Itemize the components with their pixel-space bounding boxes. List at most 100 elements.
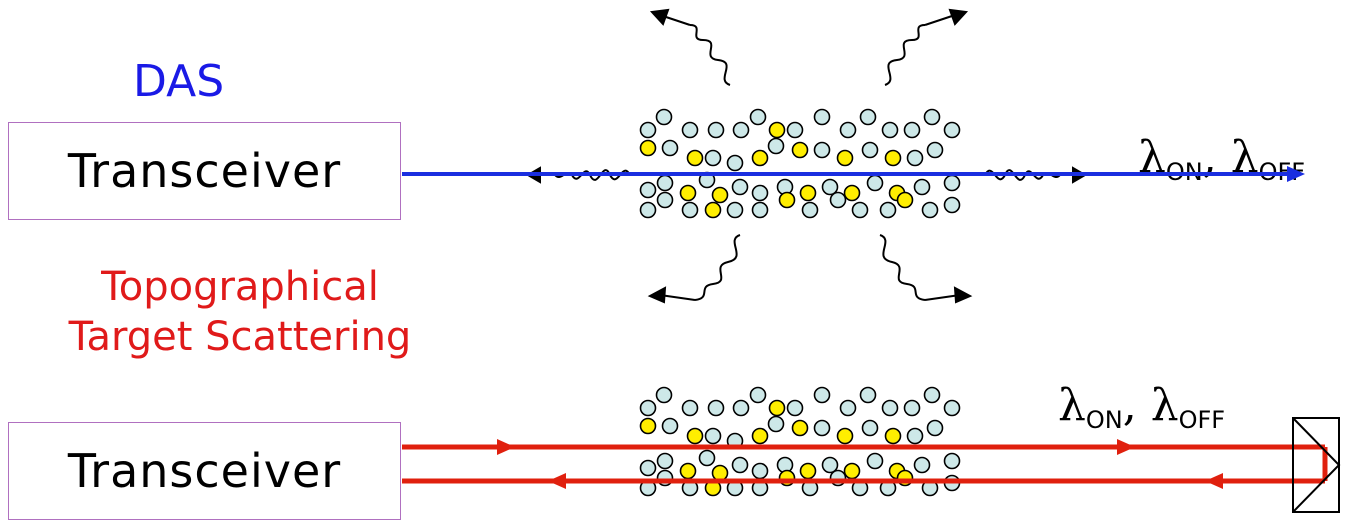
particle-yellow bbox=[751, 149, 769, 167]
topo-transceiver-box: Transceiver bbox=[8, 422, 401, 520]
particle-blue bbox=[655, 386, 673, 404]
particle-blue bbox=[943, 174, 961, 192]
topo-return-arrow-1 bbox=[548, 473, 566, 489]
particle-blue bbox=[801, 201, 819, 219]
particle-blue bbox=[731, 178, 749, 196]
particle-blue bbox=[681, 201, 699, 219]
particle-yellow bbox=[711, 464, 729, 482]
particle-blue bbox=[851, 201, 869, 219]
particle-yellow bbox=[778, 191, 796, 209]
scatter-wave-lower-right bbox=[879, 234, 973, 304]
particle-blue bbox=[926, 141, 944, 159]
particle-blue bbox=[813, 141, 831, 159]
particle-blue bbox=[639, 399, 657, 417]
particle-blue bbox=[906, 149, 924, 167]
das-transceiver-label: Transceiver bbox=[67, 144, 342, 198]
particle-blue bbox=[881, 399, 899, 417]
topo-outgoing-arrow-1 bbox=[497, 439, 515, 455]
particle-blue bbox=[732, 121, 750, 139]
particle-blue bbox=[821, 178, 839, 196]
particle-yellow bbox=[836, 427, 854, 445]
particle-blue bbox=[813, 419, 831, 437]
particle-yellow bbox=[639, 417, 657, 435]
particle-yellow bbox=[679, 184, 697, 202]
reflector-target bbox=[1292, 417, 1341, 513]
particle-blue bbox=[639, 181, 657, 199]
topographical-label: Topographical Target Scattering bbox=[0, 262, 480, 362]
particle-blue bbox=[926, 419, 944, 437]
particle-yellow bbox=[704, 201, 722, 219]
particle-yellow bbox=[843, 462, 861, 480]
particle-blue bbox=[829, 191, 847, 209]
particle-yellow bbox=[679, 462, 697, 480]
particle-yellow bbox=[884, 149, 902, 167]
particle-blue bbox=[704, 427, 722, 445]
das-particle-cloud bbox=[639, 108, 961, 219]
particle-blue bbox=[923, 386, 941, 404]
scatter-wave-upper-left bbox=[649, 8, 731, 86]
scatter-wave-lower-left bbox=[647, 234, 741, 304]
particle-blue bbox=[707, 399, 725, 417]
particle-blue bbox=[726, 201, 744, 219]
particle-yellow bbox=[799, 184, 817, 202]
particle-blue bbox=[943, 399, 961, 417]
particle-blue bbox=[661, 139, 679, 157]
particle-blue bbox=[767, 415, 785, 433]
topographical-line2: Target Scattering bbox=[68, 314, 412, 360]
scatter-wave-upper-right bbox=[884, 8, 969, 86]
particle-blue bbox=[943, 196, 961, 214]
particle-blue bbox=[913, 178, 931, 196]
das-transceiver-box: Transceiver bbox=[8, 122, 401, 220]
particle-blue bbox=[866, 452, 884, 470]
topo-wavelength-label: λON, λOFF bbox=[1058, 380, 1226, 434]
particle-blue bbox=[786, 399, 804, 417]
particle-yellow bbox=[836, 149, 854, 167]
particle-blue bbox=[704, 149, 722, 167]
das-label: DAS bbox=[133, 56, 225, 107]
particle-yellow bbox=[639, 139, 657, 157]
particle-blue bbox=[726, 154, 744, 172]
particle-blue bbox=[749, 386, 767, 404]
particle-blue bbox=[707, 121, 725, 139]
particle-blue bbox=[821, 456, 839, 474]
das-beam-arrowhead bbox=[1287, 166, 1305, 182]
particle-blue bbox=[861, 141, 879, 159]
particle-yellow bbox=[791, 419, 809, 437]
particle-blue bbox=[786, 121, 804, 139]
particle-yellow bbox=[686, 427, 704, 445]
topo-return-arrow-2 bbox=[1205, 473, 1223, 489]
particle-blue bbox=[913, 456, 931, 474]
particle-yellow bbox=[751, 427, 769, 445]
particle-blue bbox=[639, 459, 657, 477]
particle-yellow bbox=[896, 191, 914, 209]
particle-blue bbox=[655, 108, 673, 126]
particle-blue bbox=[681, 399, 699, 417]
particle-blue bbox=[903, 399, 921, 417]
particle-blue bbox=[731, 456, 749, 474]
particle-blue bbox=[661, 417, 679, 435]
particle-yellow bbox=[884, 427, 902, 445]
particle-blue bbox=[681, 121, 699, 139]
particle-blue bbox=[698, 449, 716, 467]
particle-blue bbox=[732, 399, 750, 417]
particle-blue bbox=[656, 191, 674, 209]
particle-yellow bbox=[711, 186, 729, 204]
particle-blue bbox=[943, 452, 961, 470]
particle-blue bbox=[923, 108, 941, 126]
topographical-line1: Topographical bbox=[101, 264, 379, 310]
particle-blue bbox=[839, 121, 857, 139]
particle-blue bbox=[879, 201, 897, 219]
topo-transceiver-label: Transceiver bbox=[67, 444, 342, 498]
particle-blue bbox=[881, 121, 899, 139]
particle-blue bbox=[656, 452, 674, 470]
particle-blue bbox=[921, 201, 939, 219]
particle-blue bbox=[751, 201, 769, 219]
particle-blue bbox=[813, 386, 831, 404]
particle-blue bbox=[906, 427, 924, 445]
particle-blue bbox=[903, 121, 921, 139]
particle-blue bbox=[639, 201, 657, 219]
particle-yellow bbox=[686, 149, 704, 167]
particle-blue bbox=[859, 386, 877, 404]
particle-blue bbox=[866, 174, 884, 192]
